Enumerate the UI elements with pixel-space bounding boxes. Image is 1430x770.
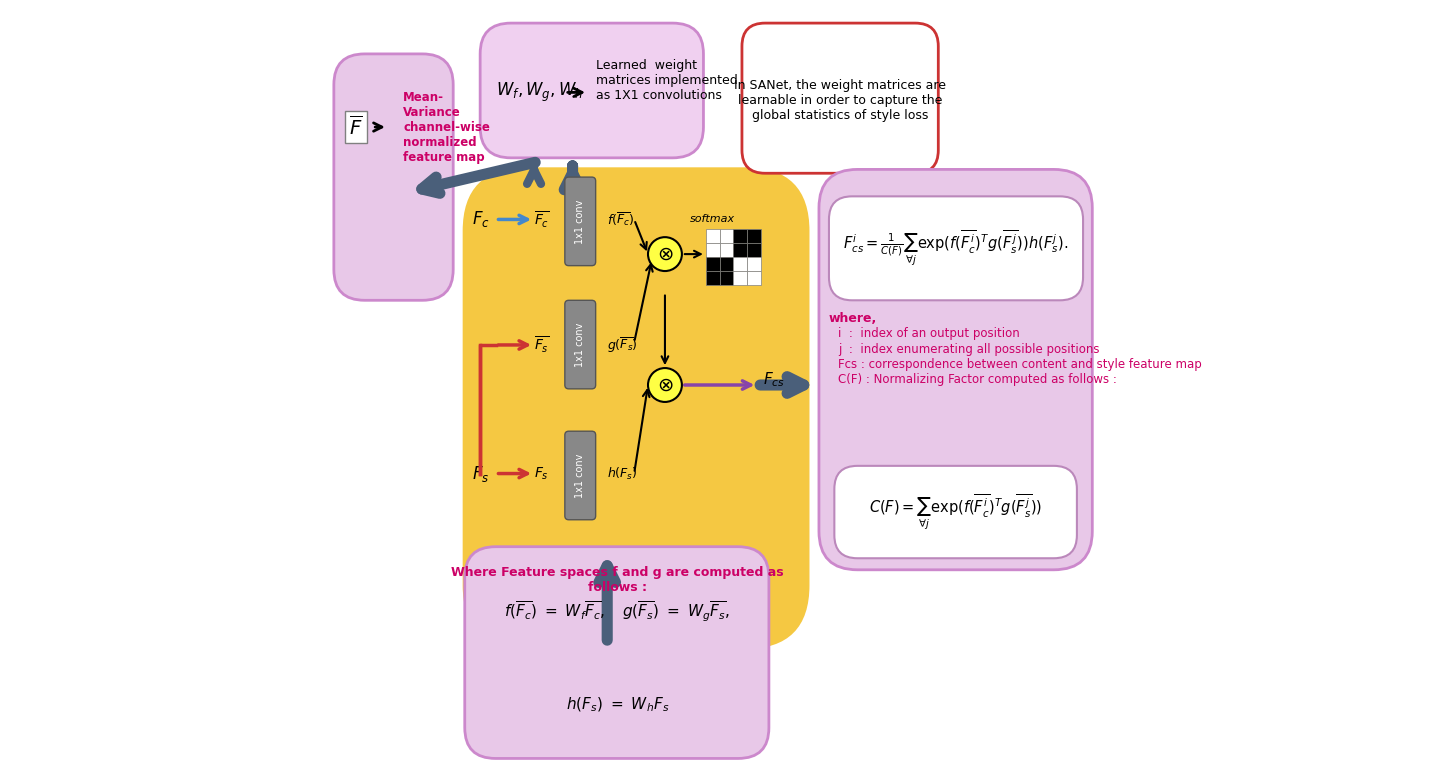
FancyBboxPatch shape [565,431,596,520]
FancyBboxPatch shape [834,466,1077,558]
Bar [748,229,761,243]
Text: Mean-
Variance
channel-wise
normalized
feature map: Mean- Variance channel-wise normalized f… [403,91,490,163]
Text: $\overline{F_c}$: $\overline{F_c}$ [533,209,549,229]
Text: where,: where, [829,312,877,325]
Text: $F_s$: $F_s$ [472,464,490,484]
Text: softmax: softmax [691,215,735,224]
Text: $F_{cs}^{i} = \frac{1}{C(F)} \sum_{\forall j} \exp(f(\overline{F_c^i})^T g(\over: $F_{cs}^{i} = \frac{1}{C(F)} \sum_{\fora… [844,229,1068,269]
Bar [719,243,734,257]
Bar [706,257,719,271]
Text: $F_s$: $F_s$ [533,465,549,482]
Text: 1x1 conv: 1x1 conv [575,199,585,244]
Text: $\otimes$: $\otimes$ [656,376,674,394]
Text: $\overline{F}$: $\overline{F}$ [349,116,363,139]
Bar [734,257,748,271]
Text: $h(F_s)\ =\ W_hF_s$: $h(F_s)\ =\ W_hF_s$ [565,695,669,714]
Bar [748,243,761,257]
Bar [748,257,761,271]
FancyBboxPatch shape [565,300,596,389]
Circle shape [648,237,682,271]
Text: $C(F) = \sum_{\forall j} \exp(f(\overline{F_c^i})^T g(\overline{F_s^j}))$: $C(F) = \sum_{\forall j} \exp(f(\overlin… [869,492,1042,532]
Bar [706,243,719,257]
Bar [719,229,734,243]
Circle shape [648,368,682,402]
FancyBboxPatch shape [565,177,596,266]
FancyBboxPatch shape [829,196,1083,300]
Text: Fcs : correspondence between content and style feature map: Fcs : correspondence between content and… [838,358,1203,371]
Text: Learned  weight
matrices implemented
as 1X1 convolutions: Learned weight matrices implemented as 1… [596,59,738,102]
Bar [719,271,734,285]
Text: 1x1 conv: 1x1 conv [575,323,585,367]
Bar [719,257,734,271]
FancyBboxPatch shape [480,23,704,158]
Bar [734,243,748,257]
Text: $h(F_s)$: $h(F_s)$ [608,466,638,481]
Text: i  :  index of an output position: i : index of an output position [838,327,1020,340]
Text: Where Feature spaces f and g are computed as
follows :: Where Feature spaces f and g are compute… [450,566,784,594]
Text: 1x1 conv: 1x1 conv [575,454,585,498]
Text: j  :  index enumerating all possible positions: j : index enumerating all possible posit… [838,343,1100,356]
Bar [748,271,761,285]
Text: $W_f, W_g, W_h$: $W_f, W_g, W_h$ [496,81,583,104]
Text: $\overline{F_s}$: $\overline{F_s}$ [533,335,549,355]
Text: $f(\overline{F_c})\ =\ W_f\overline{F_c},\quad g(\overline{F_s})\ =\ W_g\overlin: $f(\overline{F_c})\ =\ W_f\overline{F_c}… [505,600,729,624]
Bar [734,229,748,243]
Text: C(F) : Normalizing Factor computed as follows :: C(F) : Normalizing Factor computed as fo… [838,373,1117,387]
Text: In SANet, the weight matrices are
learnable in order to capture the
global stati: In SANet, the weight matrices are learna… [734,79,945,122]
Text: $g(\overline{F_s})$: $g(\overline{F_s})$ [608,336,638,354]
Bar [734,271,748,285]
Text: $F_{cs}$: $F_{cs}$ [762,370,785,389]
Bar [706,229,719,243]
Text: $\otimes$: $\otimes$ [656,245,674,263]
FancyBboxPatch shape [819,169,1093,570]
Bar [706,271,719,285]
FancyBboxPatch shape [465,547,769,758]
FancyBboxPatch shape [465,169,808,647]
Text: $F_c$: $F_c$ [472,209,490,229]
FancyBboxPatch shape [333,54,453,300]
Text: $f(\overline{F_c})$: $f(\overline{F_c})$ [608,211,635,228]
FancyBboxPatch shape [742,23,938,173]
